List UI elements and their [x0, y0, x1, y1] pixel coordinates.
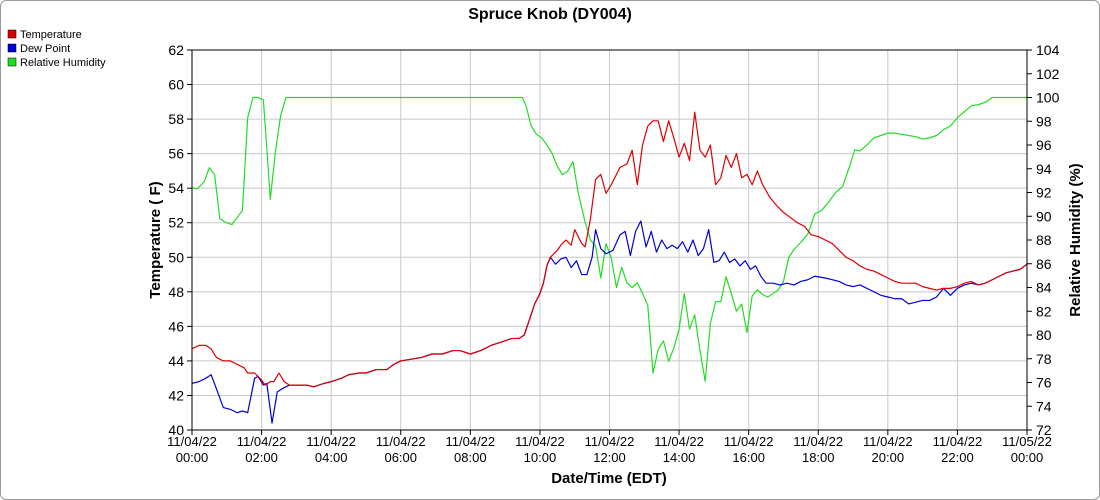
x-tick-time-label: 22:00	[941, 450, 974, 465]
y2-tick-label: 74	[1036, 398, 1052, 414]
y2-tick-label: 100	[1036, 90, 1060, 106]
y2-tick-label: 98	[1036, 113, 1052, 129]
y2-tick-label: 80	[1036, 327, 1052, 343]
x-tick-time-label: 14:00	[663, 450, 696, 465]
x-tick-time-label: 00:00	[1011, 450, 1044, 465]
series-layer	[191, 96, 1028, 424]
x-tick-time-label: 00:00	[176, 450, 209, 465]
axes	[187, 49, 1032, 435]
x-tick-time-label: 08:00	[454, 450, 487, 465]
y-tick-label: 54	[168, 180, 184, 196]
y2-tick-label: 84	[1036, 280, 1052, 296]
x-tick-date-label: 11/04/22	[237, 434, 287, 449]
y2-tick-label: 96	[1036, 137, 1052, 153]
x-tick-time-label: 12:00	[593, 450, 626, 465]
x-tick-date-label: 11/04/22	[585, 434, 635, 449]
legend-label-dew-point: Dew Point	[20, 43, 70, 55]
y2-tick-label: 92	[1036, 185, 1052, 201]
y-tick-label: 62	[168, 42, 184, 58]
x-axis-title: Date/Time (EDT)	[551, 470, 667, 487]
y-tick-label: 52	[168, 215, 184, 231]
x-tick-date-label: 11/04/22	[724, 434, 774, 449]
y-tick-label: 44	[168, 353, 184, 369]
legend-label-relative-humidity: Relative Humidity	[20, 57, 106, 69]
y2-tick-label: 72	[1036, 422, 1052, 438]
y2-tick-label: 88	[1036, 232, 1052, 248]
y2-tick-label: 86	[1036, 256, 1052, 272]
legend-label-temperature: Temperature	[20, 29, 82, 41]
y2-axis-title: Relative Humidity (%)	[1067, 163, 1084, 316]
y2-tick-label: 104	[1036, 42, 1060, 58]
y2-tick-label: 76	[1036, 375, 1052, 391]
legend-swatch-relative-humidity	[7, 57, 17, 67]
y-tick-label: 50	[168, 249, 184, 265]
legend: Temperature Dew Point Relative Humidity	[7, 29, 106, 69]
x-tick-date-label: 11/04/22	[793, 434, 843, 449]
legend-item-dew-point: Dew Point	[7, 43, 70, 55]
x-tick-time-label: 10:00	[524, 450, 557, 465]
x-tick-date-label: 11/04/22	[863, 434, 913, 449]
x-tick-date-label: 11/05/22	[1002, 434, 1052, 449]
x-tick-date-label: 11/04/22	[376, 434, 426, 449]
x-tick-date-label: 11/04/22	[167, 434, 217, 449]
x-tick-date-label: 11/04/22	[446, 434, 496, 449]
y2-tick-label: 94	[1036, 161, 1052, 177]
y-tick-label: 40	[168, 422, 184, 438]
legend-swatch-temperature	[7, 29, 17, 39]
x-tick-time-label: 16:00	[732, 450, 765, 465]
y-axis-title: Temperature ( F)	[147, 181, 164, 298]
x-tick-date-label: 11/04/22	[654, 434, 704, 449]
x-tick-time-label: 18:00	[802, 450, 835, 465]
y-tick-label: 46	[168, 318, 184, 334]
x-tick-date-label: 11/04/22	[306, 434, 356, 449]
legend-item-temperature: Temperature	[7, 29, 82, 41]
gridlines	[191, 49, 1028, 431]
x-tick-time-label: 20:00	[872, 450, 905, 465]
legend-swatch-dew-point	[7, 43, 17, 53]
y2-tick-label: 78	[1036, 351, 1052, 367]
series-line-relative-humidity	[191, 96, 1027, 382]
y2-tick-label: 90	[1036, 208, 1052, 224]
x-tick-time-label: 06:00	[384, 450, 417, 465]
y-tick-label: 60	[168, 77, 184, 93]
y2-tick-label: 82	[1036, 303, 1052, 319]
y-tick-label: 42	[168, 387, 184, 403]
y-tick-label: 58	[168, 111, 184, 127]
y2-tick-label: 102	[1036, 66, 1060, 82]
y-tick-label: 48	[168, 284, 184, 300]
y-tick-label: 56	[168, 146, 184, 162]
x-tick-time-label: 04:00	[315, 450, 348, 465]
series-line-temperature	[191, 111, 1028, 388]
x-tick-time-label: 02:00	[245, 450, 278, 465]
tick-labels: 40 42 44 46 48 50 52 54 56 58 60 62 72 74 76 78 80 82 84 86…	[167, 42, 1059, 465]
plot-border	[191, 49, 1028, 431]
x-tick-date-label: 11/04/22	[515, 434, 565, 449]
legend-item-relative-humidity: Relative Humidity	[7, 57, 106, 69]
chart-title: Spruce Knob (DY004)	[468, 6, 632, 23]
x-tick-date-label: 11/04/22	[933, 434, 983, 449]
